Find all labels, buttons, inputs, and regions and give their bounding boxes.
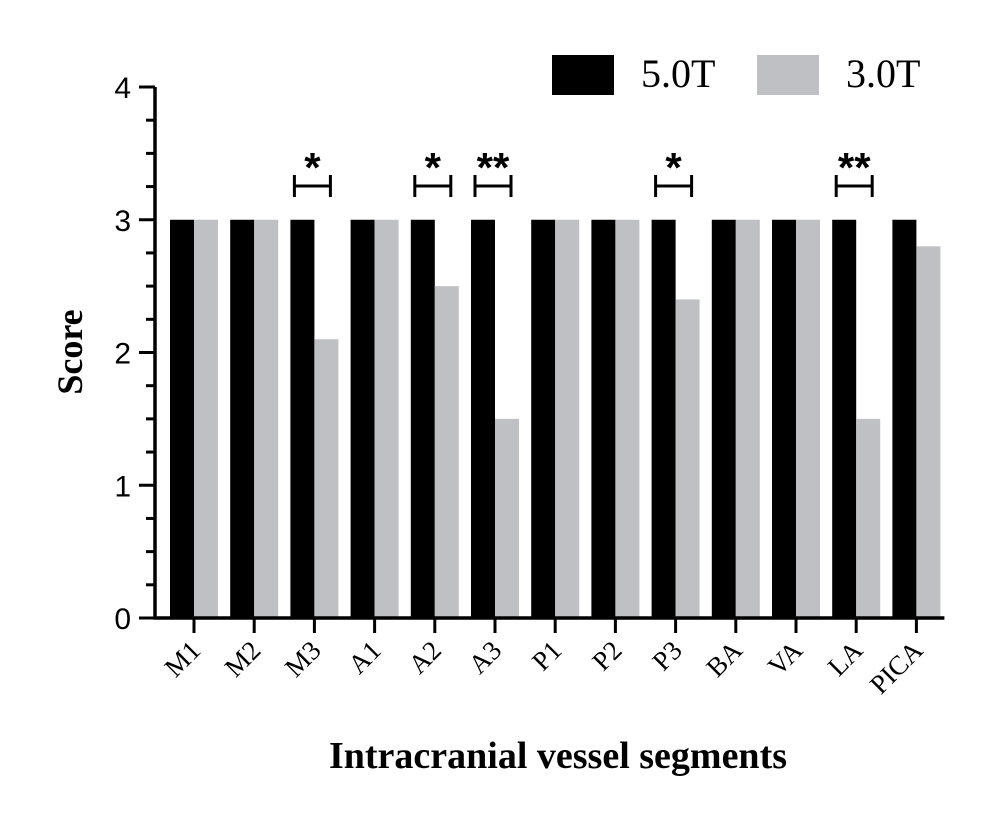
bar-m3-30t [314,339,339,618]
bar-m2-30t [254,219,279,618]
bar-la-30t [856,418,881,618]
bar-m2-50t [230,219,255,618]
bar-a1-50t [350,219,375,618]
bar-a3-50t [471,219,495,618]
bar-a2-30t [434,286,459,618]
bar-la-50t [832,219,857,618]
bar-m1-50t [170,219,194,618]
sig-label-la: ** [838,144,871,191]
bar-p3-30t [675,299,700,618]
x-tick-label-m1: M1 [159,635,207,683]
bar-p3-50t [651,219,676,618]
x-axis-title: Intracranial vessel segments [329,735,787,777]
bar-a2-50t [410,219,435,618]
x-tick-label-ba: BA [700,635,748,683]
legend: 5.0T 3.0T [552,51,920,96]
x-tick-label-pica: PICA [864,635,929,700]
y-tick-label: 0 [114,603,131,636]
bar-p1-30t [555,219,580,618]
bar-m3-50t [290,219,315,618]
x-tick-label-va: VA [762,635,809,682]
bar-va-30t [796,219,820,618]
bars-layer [170,219,941,619]
legend-swatch-50t [552,55,614,95]
bar-m1-30t [194,219,218,618]
bar-p1-50t [531,219,556,618]
y-tick-label: 3 [114,205,131,238]
y-tick-label: 4 [114,72,131,105]
bar-pica-30t [916,246,941,619]
x-tick-label-a1: A1 [342,635,387,680]
bar-a3-30t [495,418,519,618]
y-tick-label: 2 [114,338,131,371]
x-tick-label-p2: P2 [586,635,627,676]
sig-label-a3: ** [477,144,510,191]
x-tick-label-p1: P1 [526,635,567,676]
x-tick-label-p3: P3 [646,635,687,676]
bar-a1-30t [374,219,399,618]
x-tick-label-a2: A2 [402,635,447,680]
bar-p2-30t [615,219,640,618]
bar-p2-50t [591,219,616,618]
y-axis-title: Score [50,309,90,394]
legend-label-30t: 3.0T [846,51,920,96]
bar-pica-50t [892,219,917,618]
significance-layer: * * ** * ** [292,144,874,197]
x-tick-label-a3: A3 [463,635,508,680]
x-tick-label-m2: M2 [219,635,267,683]
bar-ba-50t [711,219,736,618]
sig-label-a2: * [425,144,442,191]
sig-label-p3: * [665,144,682,191]
x-tick-label-m3: M3 [279,635,327,683]
x-tick-label-la: LA [822,635,869,682]
legend-swatch-30t [757,55,819,95]
legend-label-50t: 5.0T [641,51,715,96]
y-tick-label: 1 [114,470,131,503]
sig-label-m3: * [304,144,321,191]
bar-va-50t [772,219,796,618]
bar-ba-30t [735,219,760,618]
